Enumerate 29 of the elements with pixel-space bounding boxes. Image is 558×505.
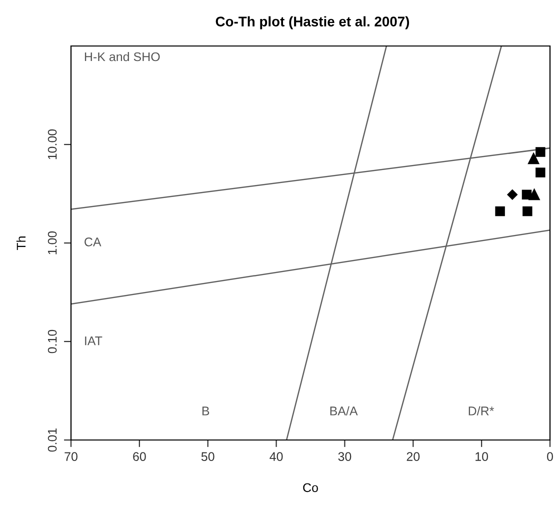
annotation: D/R* xyxy=(468,406,494,416)
y-axis-title: Th xyxy=(16,236,26,250)
y-tick-label: 0.01 xyxy=(48,428,57,452)
annotation: BA/A xyxy=(330,406,358,416)
x-tick-label: 20 xyxy=(406,452,420,461)
x-tick-label: 40 xyxy=(270,452,283,461)
x-tick-label: 50 xyxy=(201,452,214,461)
x-tick-label: 10 xyxy=(476,452,488,461)
x-tick-label: 70 xyxy=(64,452,78,461)
annotation: IAT xyxy=(85,336,102,346)
y-tick-label: 1.00 xyxy=(48,231,57,254)
point xyxy=(536,168,546,178)
y-tick-label: 0.10 xyxy=(48,330,57,354)
x-tick-label: 60 xyxy=(133,452,146,461)
point xyxy=(522,190,532,200)
chart-title: Co-Th plot (Hastie et al. 2007) xyxy=(216,16,410,30)
annotation: B xyxy=(202,406,210,416)
point xyxy=(495,206,505,216)
point xyxy=(507,189,518,200)
point xyxy=(528,189,540,200)
point xyxy=(528,152,540,164)
x-axis-title: Co xyxy=(303,483,318,492)
point xyxy=(522,206,532,216)
point xyxy=(536,147,546,157)
annotation: H-K and SHO xyxy=(84,52,160,62)
x-tick-label: 0 xyxy=(547,452,553,461)
y-tick-label: 10.00 xyxy=(48,129,57,160)
annotation: CA xyxy=(84,238,102,246)
x-tick-label: 30 xyxy=(338,452,352,461)
